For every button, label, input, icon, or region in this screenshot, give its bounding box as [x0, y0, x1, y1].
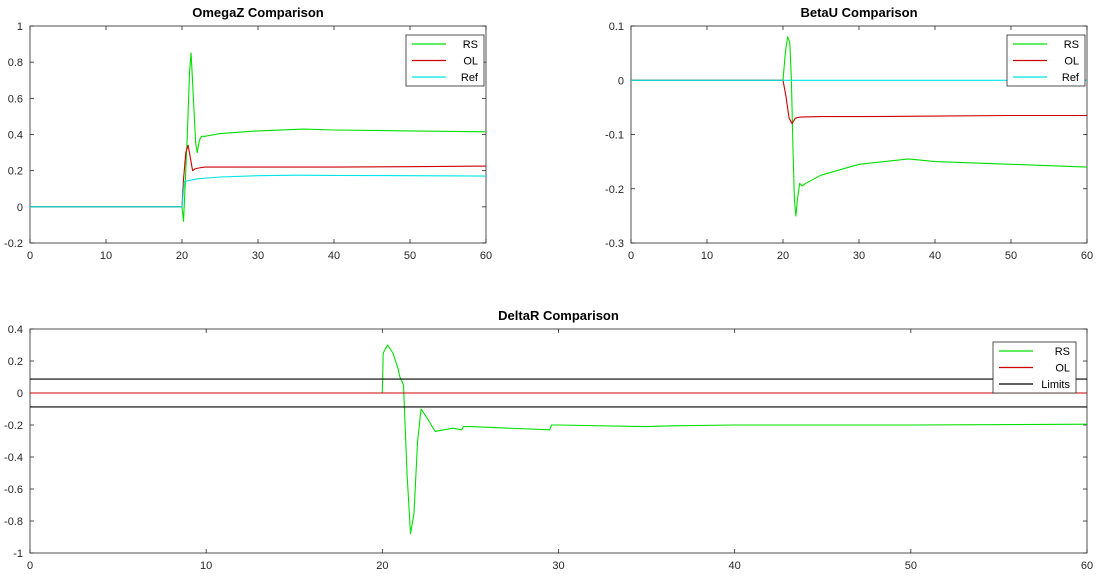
legend-label: OL — [1064, 56, 1079, 68]
x-tick-label: 40 — [929, 250, 941, 262]
axes-box — [29, 328, 1088, 554]
legend-label: Ref — [1062, 72, 1080, 84]
y-tick-label: -0.6 — [4, 484, 23, 496]
x-tick-label: 0 — [27, 250, 33, 262]
y-tick-label: -1 — [13, 548, 23, 560]
legend-label: Limits — [1041, 379, 1070, 391]
chart-title: OmegaZ Comparison — [192, 5, 324, 20]
x-tick-label: 20 — [176, 250, 188, 262]
y-tick-label: 0.6 — [8, 93, 23, 105]
x-tick-label: 10 — [200, 560, 212, 572]
x-tick-label: 20 — [376, 560, 388, 572]
x-tick-label: 10 — [100, 250, 112, 262]
x-tick-label: 40 — [729, 560, 741, 572]
x-tick-label: 30 — [552, 560, 564, 572]
legend-label: OL — [463, 56, 478, 68]
y-tick-label: -0.2 — [4, 238, 23, 250]
x-tick-label: 30 — [252, 250, 264, 262]
y-tick-label: -0.1 — [605, 130, 624, 142]
y-tick-label: -0.8 — [4, 516, 23, 528]
x-tick-label: 0 — [27, 560, 33, 572]
y-tick-label: 0.4 — [8, 130, 23, 142]
x-tick-label: 60 — [1081, 250, 1093, 262]
x-tick-label: 30 — [853, 250, 865, 262]
series-line-rs — [30, 52, 487, 222]
series-line-ol — [30, 144, 487, 208]
y-tick-label: 0.2 — [8, 166, 23, 178]
legend-label: OL — [1055, 363, 1070, 375]
y-tick-label: 0.8 — [8, 57, 23, 69]
y-tick-label: -0.2 — [4, 420, 23, 432]
legend: RS OL Ref — [1006, 34, 1086, 87]
legend: RS OL Ref — [405, 34, 485, 87]
x-tick-label: 40 — [328, 250, 340, 262]
legend-label: RS — [463, 39, 478, 51]
y-tick-label: 0.2 — [8, 356, 23, 368]
x-tick-label: 60 — [480, 250, 492, 262]
y-tick-label: 0 — [618, 75, 624, 87]
subplot-1: OmegaZ Comparison 0 10 20 30 40 50 60 -0.2 0 0.2 0.… — [4, 5, 492, 262]
series-line-ol — [631, 79, 1087, 125]
legend-label: RS — [1064, 39, 1079, 51]
x-tick-label: 60 — [1081, 560, 1093, 572]
y-tick-label: 0.1 — [609, 21, 624, 33]
subplot-3: DeltaR Comparison 0 10 20 30 40 50 60 -1 -0.8 -0.6… — [4, 308, 1093, 572]
x-tick-label: 20 — [777, 250, 789, 262]
x-tick-label: 0 — [628, 250, 634, 262]
y-tick-label: 0 — [17, 202, 23, 214]
chart-title: DeltaR Comparison — [498, 308, 619, 323]
series-line-ref — [30, 174, 487, 208]
legend-label: RS — [1055, 346, 1070, 358]
y-tick-label: -0.2 — [605, 184, 624, 196]
x-tick-label: 50 — [404, 250, 416, 262]
y-tick-label: -0.4 — [4, 452, 23, 464]
legend: RS OL Limits — [992, 341, 1077, 394]
y-tick-label: 0 — [17, 388, 23, 400]
x-tick-label: 50 — [1005, 250, 1017, 262]
y-tick-label: 0.4 — [8, 324, 23, 336]
subplot-2: BetaU Comparison 0 10 20 30 40 50 60 -0.3 -0.2 -0.… — [605, 5, 1093, 262]
y-tick-label: -0.3 — [605, 238, 624, 250]
series-line-rs — [631, 36, 1088, 217]
legend-label: Ref — [461, 72, 479, 84]
chart-title: BetaU Comparison — [800, 5, 917, 20]
x-tick-label: 10 — [701, 250, 713, 262]
series-line-rs — [30, 344, 1088, 535]
x-tick-label: 50 — [905, 560, 917, 572]
y-tick-label: 1 — [17, 21, 23, 33]
